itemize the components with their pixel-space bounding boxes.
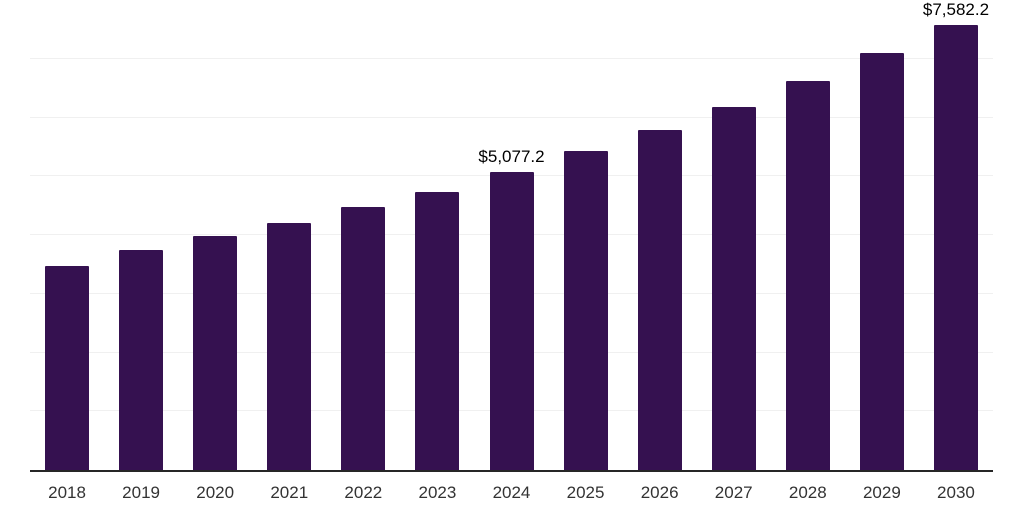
bar-2018 [45,265,90,470]
plot-area: $5,077.2 $7,582.2 [30,0,993,472]
x-tick-2018: 2018 [48,483,86,502]
bar-2027 [711,107,756,470]
bar-2022 [341,206,386,470]
x-tick-2030: 2030 [937,483,975,502]
x-tick-2025: 2025 [566,483,605,502]
gridline-7000 [30,57,993,59]
bar-2030 [933,24,978,470]
bar-2021 [267,222,312,470]
bar-2019 [119,249,164,470]
x-tick-2027: 2027 [714,483,753,502]
x-tick-2019: 2019 [122,483,160,502]
bar-2023 [415,191,460,470]
bar-2025 [563,151,608,470]
x-tick-2028: 2028 [788,483,827,502]
data-label-2030: $7,582.2 [922,0,990,19]
x-tick-2026: 2026 [640,483,679,502]
gridline-6000 [30,116,993,118]
bar-2029 [859,53,904,470]
x-tick-2022: 2022 [344,483,383,502]
bar-2028 [785,81,830,470]
x-tick-2020: 2020 [196,483,235,502]
x-tick-2029: 2029 [862,483,901,502]
bar-2024 [489,171,534,470]
x-tick-2023: 2023 [418,483,457,502]
x-tick-2021: 2021 [270,483,309,502]
x-tick-2024: 2024 [492,483,531,502]
x-axis-labels: 2018 2019 2020 2021 2022 2023 2024 2025 2026 2027… [30,472,993,512]
bar-2020 [193,236,238,470]
data-label-2024: $5,077.2 [478,146,545,166]
bar-2026 [637,130,682,470]
